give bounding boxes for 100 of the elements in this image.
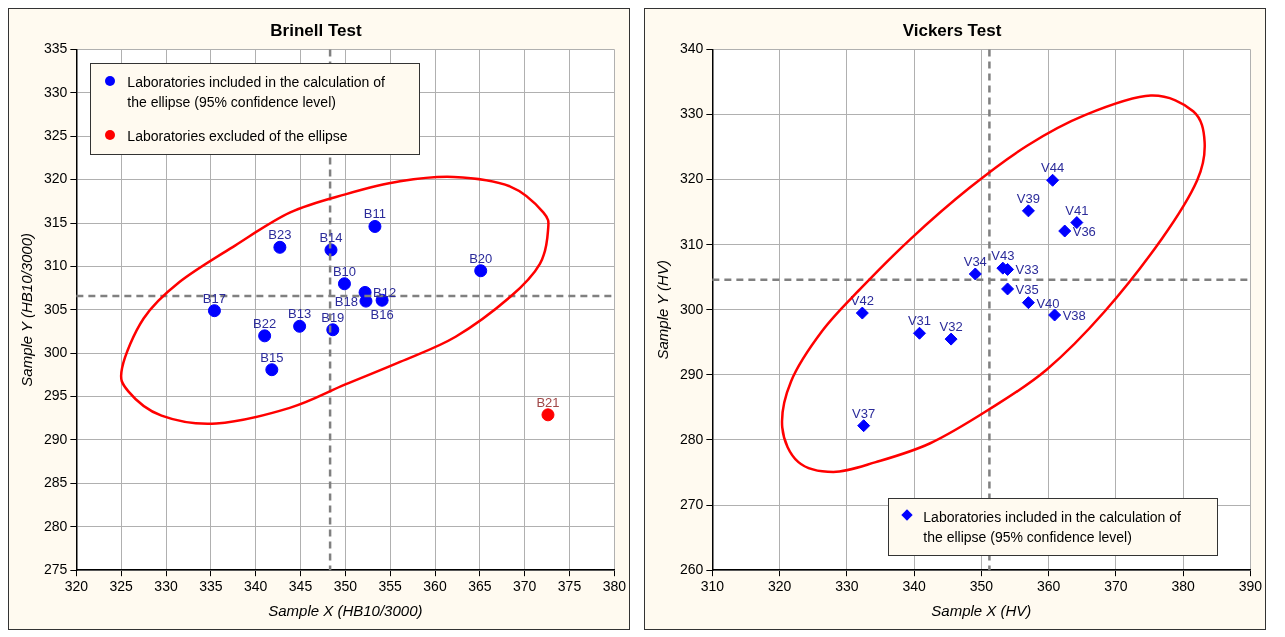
point	[207, 304, 221, 318]
point	[944, 332, 958, 346]
point	[1021, 204, 1035, 218]
y-tick-label: 310	[44, 257, 68, 274]
x-tick-label: 350	[333, 578, 358, 595]
x-tick-label: 330	[835, 578, 859, 595]
data-label: B22	[253, 315, 277, 331]
point	[474, 264, 488, 278]
point	[1001, 282, 1015, 296]
y-tick-label: 320	[680, 170, 704, 187]
y-tick-label: 290	[680, 365, 704, 382]
y-tick-label: 335	[44, 40, 68, 57]
y-tick-label: 275	[44, 561, 68, 578]
point	[273, 240, 287, 254]
data-label: B20	[469, 250, 493, 266]
x-tick-label: 365	[468, 578, 492, 595]
x-tick-label: 370	[512, 578, 537, 595]
chart-title: Vickers Test	[902, 20, 1002, 40]
data-label: B13	[288, 306, 312, 322]
data-label: B23	[268, 227, 292, 243]
data-label: B14	[319, 229, 343, 245]
data-label: V44	[1041, 160, 1065, 176]
y-tick-label: 300	[44, 344, 68, 361]
data-label: V32	[939, 319, 963, 335]
point	[265, 363, 279, 377]
chart-title: Brinell Test	[270, 20, 362, 40]
x-axis-title: Sample X (HB10/3000)	[268, 602, 423, 620]
y-axis-title: Sample Y (HV)	[654, 260, 672, 360]
y-tick-label: 330	[680, 105, 704, 122]
y-tick-label: 280	[680, 430, 704, 447]
data-label: B18	[334, 294, 358, 310]
point	[337, 277, 351, 291]
x-tick-label: 375	[557, 578, 582, 595]
y-tick-label: 285	[44, 474, 68, 491]
point	[368, 219, 382, 233]
x-tick-label: 360	[1036, 578, 1061, 595]
y-tick-label: 315	[44, 213, 68, 230]
y-axis-title: Sample Y (HB10/3000)	[18, 232, 36, 387]
data-label: V33	[1015, 262, 1039, 278]
y-tick-label: 340	[680, 40, 704, 57]
data-label: B15	[260, 349, 284, 365]
y-tick-label: 290	[44, 430, 68, 447]
legend-label: Laboratories included in the calculation of the ellipse (95% confidence level)	[127, 73, 386, 113]
data-label: B17	[202, 290, 227, 306]
point	[857, 419, 871, 433]
y-tick-label: 280	[44, 517, 68, 534]
y-tick-label: 260	[680, 561, 704, 578]
x-tick-label: 380	[1171, 578, 1195, 595]
legend-label: Laboratories included in the calculation of the ellipse (95% confidence level)	[923, 508, 1182, 548]
data-label: V31	[907, 313, 932, 329]
y-tick-label: 330	[44, 83, 68, 100]
data-label: V36	[1072, 224, 1096, 240]
x-tick-label: 340	[244, 578, 268, 595]
data-label: V41	[1065, 202, 1089, 218]
y-tick-label: 310	[680, 235, 704, 252]
data-label: B19	[321, 309, 345, 325]
data-label: B21	[536, 394, 560, 410]
x-tick-label: 380	[602, 578, 627, 595]
x-tick-label: 355	[378, 578, 403, 595]
point	[855, 306, 869, 320]
point	[293, 319, 307, 333]
data-label: B10	[332, 263, 357, 279]
data-label: V42	[850, 293, 874, 309]
y-tick-label: 320	[44, 170, 68, 187]
y-tick-label: 325	[44, 127, 68, 144]
x-axis-title: Sample X (HV)	[931, 602, 1032, 620]
point	[968, 267, 982, 281]
point	[1058, 224, 1072, 238]
point	[1046, 173, 1060, 187]
x-tick-label: 390	[1238, 578, 1263, 595]
x-tick-label: 310	[700, 578, 725, 595]
data-label: B11	[363, 206, 387, 222]
legend-label: Laboratories excluded of the ellipse	[127, 127, 348, 147]
x-tick-label: 370	[1104, 578, 1128, 595]
y-tick-label: 305	[44, 300, 68, 317]
x-tick-label: 320	[64, 578, 89, 595]
x-tick-label: 335	[199, 578, 223, 595]
x-tick-label: 325	[109, 578, 134, 595]
data-label: V40	[1036, 295, 1060, 311]
point	[541, 408, 555, 422]
data-label: V43	[991, 248, 1015, 264]
data-label: B16	[370, 307, 394, 323]
x-tick-label: 350	[969, 578, 994, 595]
x-tick-label: 340	[902, 578, 926, 595]
data-label: V37	[852, 405, 876, 421]
x-tick-label: 320	[767, 578, 792, 595]
point	[912, 326, 926, 340]
data-label: V35	[1015, 281, 1039, 297]
data-label: V38	[1062, 308, 1086, 324]
data-label: V34	[963, 253, 987, 269]
point	[1048, 308, 1062, 322]
x-tick-label: 360	[423, 578, 447, 595]
data-label: V39	[1016, 190, 1040, 206]
x-tick-label: 345	[288, 578, 313, 595]
y-tick-label: 270	[680, 495, 704, 512]
x-tick-label: 330	[154, 578, 178, 595]
y-tick-label: 295	[44, 387, 68, 404]
point	[1021, 296, 1035, 310]
point	[258, 329, 272, 343]
y-tick-label: 300	[680, 300, 704, 317]
